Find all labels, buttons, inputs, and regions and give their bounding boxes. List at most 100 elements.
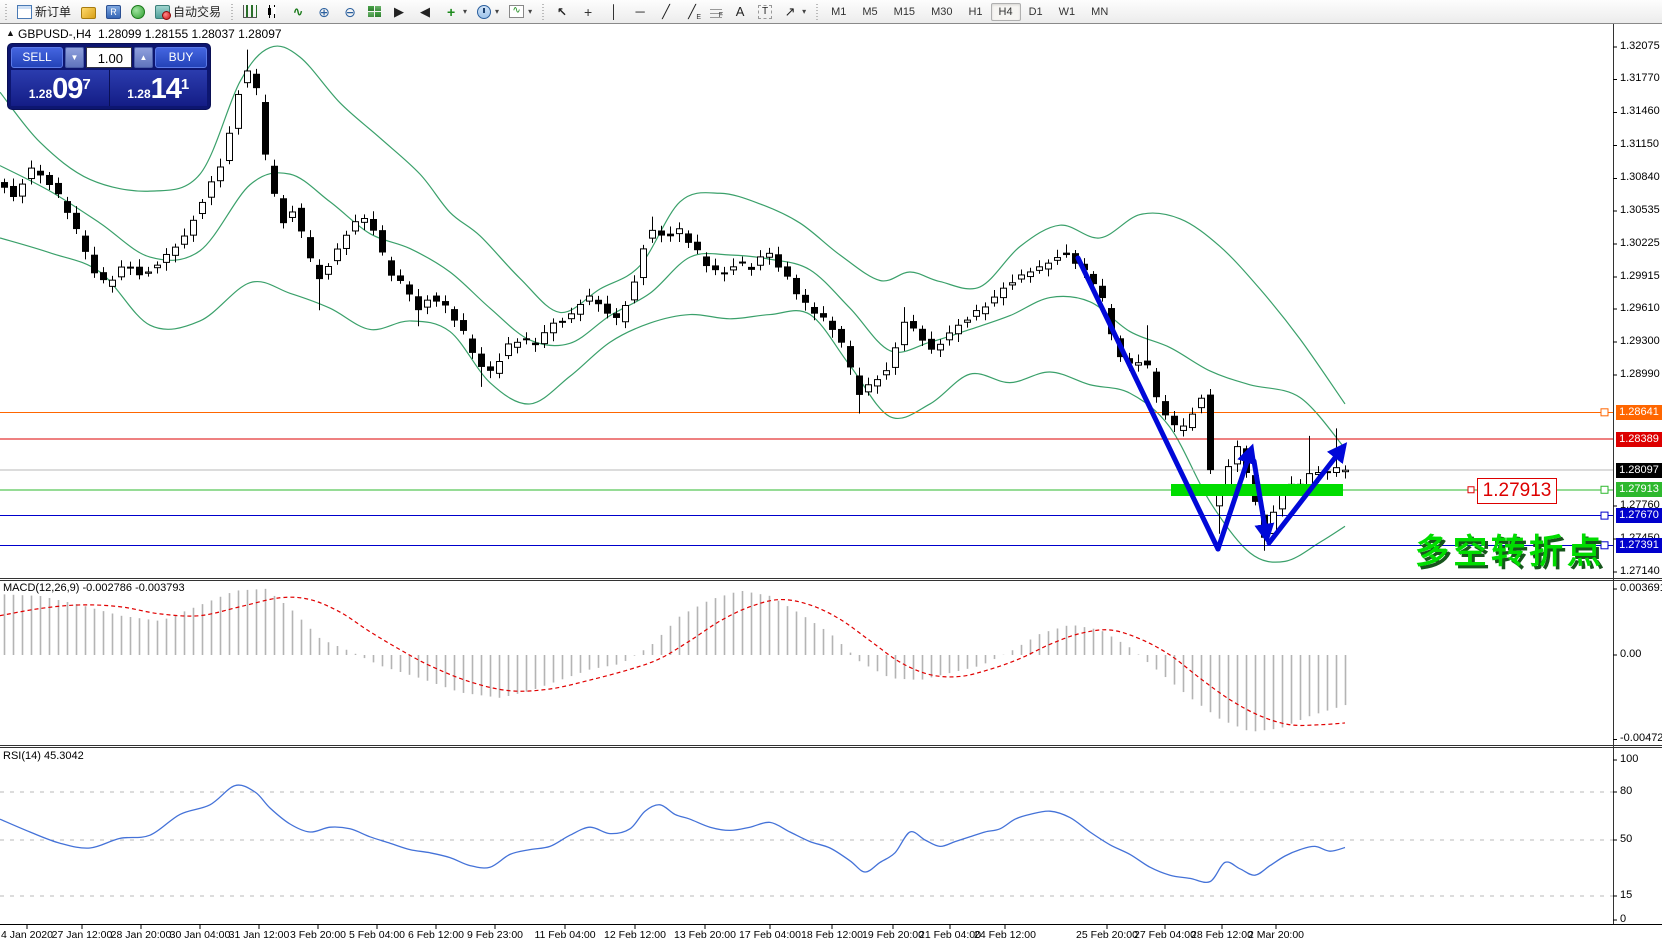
timeframe-d1-button[interactable]: D1 xyxy=(1028,5,1043,18)
chevron-down-icon: ▾ xyxy=(802,7,807,16)
bar-chart-icon xyxy=(243,5,258,18)
charts-button[interactable]: R xyxy=(101,0,126,24)
cursor-button[interactable]: ↖ xyxy=(549,0,575,24)
fibonacci-button[interactable]: F xyxy=(705,0,727,24)
volume-decrease-button[interactable]: ▼ xyxy=(65,47,84,68)
period-button[interactable]: ▾ xyxy=(472,0,504,24)
label-icon: T xyxy=(758,4,773,19)
time-axis-label: 11 Feb 04:00 xyxy=(534,929,596,941)
rsi-axis-tick: 50 xyxy=(1620,833,1633,845)
volume-increase-button[interactable]: ▲ xyxy=(134,47,153,68)
horizontal-line-button[interactable]: ─ xyxy=(627,0,653,24)
macd-axis-tick: 0.003691 xyxy=(1620,582,1662,594)
chevron-down-icon: ▾ xyxy=(463,7,468,16)
price-axis-tick: 1.32075 xyxy=(1620,40,1660,52)
new-chart-button[interactable]: + ▾ xyxy=(438,0,472,24)
symbol-period-label: GBPUSD-,H4 xyxy=(18,27,92,41)
period-icon xyxy=(477,4,492,19)
tile-windows-button[interactable] xyxy=(363,0,386,24)
timeframe-m1-button[interactable]: M1 xyxy=(831,5,847,18)
time-axis-label: 4 Jan 2020 xyxy=(1,929,53,941)
chart-shift-button[interactable]: ◀ xyxy=(412,0,438,24)
price-axis-tick: 1.29300 xyxy=(1620,335,1660,348)
timeframe-w1-button[interactable]: W1 xyxy=(1058,5,1076,18)
template-button[interactable]: ∿ ▾ xyxy=(504,0,537,24)
sell-button[interactable]: SELL xyxy=(11,47,63,68)
timeframe-h4-button[interactable]: H4 xyxy=(990,2,1021,21)
price-axis-tick: 1.29915 xyxy=(1620,269,1660,282)
time-axis-label: 12 Feb 12:00 xyxy=(604,929,666,941)
cursor-icon: ↖ xyxy=(557,4,568,19)
trend-arrow-2[interactable] xyxy=(1215,443,1257,552)
line-handle[interactable] xyxy=(1600,408,1609,417)
buy-quote-big: 14 xyxy=(150,73,182,105)
oct-collapse-icon[interactable]: ▲ xyxy=(6,28,15,38)
timeframe-m5-button[interactable]: M5 xyxy=(862,5,878,18)
horizontal-line-icon: ─ xyxy=(635,3,645,19)
crosshair-button[interactable]: + xyxy=(575,0,601,24)
macd-signal-line xyxy=(0,596,1346,727)
new-order-button[interactable]: 新订单 xyxy=(12,0,76,24)
autotrading-icon xyxy=(155,4,172,20)
macd-axis-tick: 0.00 xyxy=(1620,648,1642,660)
price-line-label: 1.28389 xyxy=(1616,431,1662,447)
buy-button[interactable]: BUY xyxy=(155,47,207,68)
rsi-line xyxy=(0,784,1346,884)
line-handle[interactable] xyxy=(1600,541,1609,550)
fibonacci-icon: F xyxy=(710,5,723,19)
price-axis-tick: 1.29610 xyxy=(1620,302,1660,315)
metaeditor-button[interactable] xyxy=(76,0,101,24)
rsi-axis-tick: 0 xyxy=(1620,913,1627,925)
trend-arrow-4[interactable] xyxy=(1266,442,1348,546)
bollinger-middle-band xyxy=(0,165,1346,449)
timeframe-m15-button[interactable]: M15 xyxy=(893,5,916,18)
timeframe-m30-button[interactable]: M30 xyxy=(931,5,953,18)
price-text-label[interactable]: 1.27913 xyxy=(1477,478,1557,504)
zoom-out-button[interactable]: ⊖ xyxy=(337,0,363,24)
sell-quote[interactable]: 1.28 09 7 xyxy=(11,70,110,106)
buy-quote[interactable]: 1.28 14 1 xyxy=(109,70,207,106)
candles xyxy=(1,49,1349,551)
label-handle[interactable] xyxy=(1467,486,1475,494)
template-icon: ∿ xyxy=(509,5,525,18)
trend-arrow-1[interactable] xyxy=(1075,255,1221,552)
auto-scroll-button[interactable]: ▶ xyxy=(386,0,412,24)
price-line-label: 1.27913 xyxy=(1616,482,1662,498)
channel-button[interactable]: ╱ E xyxy=(679,0,705,24)
time-axis-label: 3 Feb 20:00 xyxy=(289,929,347,941)
volume-input[interactable]: 1.00 xyxy=(86,47,132,68)
autotrading-button[interactable]: 自动交易 xyxy=(150,0,226,24)
tile-windows-icon xyxy=(368,5,382,18)
time-axis-label: 6 Feb 12:00 xyxy=(407,929,465,941)
line-handle[interactable] xyxy=(1600,485,1609,494)
candlestick-button[interactable] xyxy=(262,0,285,24)
timeframe-mn-button[interactable]: MN xyxy=(1091,5,1109,18)
signals-button[interactable] xyxy=(126,0,150,24)
price-axis-tick: 1.27760 xyxy=(1620,499,1660,512)
trendline-icon: ╱ xyxy=(662,3,670,19)
bar-chart-button[interactable] xyxy=(238,0,262,24)
candlestick-icon xyxy=(267,5,281,18)
arrows-button[interactable]: ↗ ▾ xyxy=(777,0,811,24)
trendline-button[interactable]: ╱ xyxy=(653,0,679,24)
zoom-in-icon: ⊕ xyxy=(318,3,330,20)
bollinger-upper-band xyxy=(0,45,1346,405)
text-button[interactable]: A xyxy=(727,0,753,24)
buy-quote-sup: 1 xyxy=(180,76,190,93)
new-chart-icon: + xyxy=(446,3,456,20)
line-handle[interactable] xyxy=(1600,511,1609,520)
price-axis-tick: 1.28990 xyxy=(1620,368,1660,381)
trend-arrow-3[interactable] xyxy=(1251,458,1275,544)
macd-panel xyxy=(0,588,1347,732)
label-button[interactable]: T xyxy=(753,0,777,24)
vertical-line-button[interactable]: │ xyxy=(601,0,627,24)
channel-icon: ╱ E xyxy=(688,3,702,21)
line-chart-button[interactable]: ∿ xyxy=(285,0,311,24)
price-line-label: 1.27670 xyxy=(1616,508,1662,524)
timeframe-h1-button[interactable]: H1 xyxy=(968,5,983,18)
time-axis-label: 5 Feb 04:00 xyxy=(348,929,406,941)
zoom-in-button[interactable]: ⊕ xyxy=(311,0,337,24)
chinese-annotation-text[interactable]: 多空转折点 xyxy=(1415,533,1605,571)
